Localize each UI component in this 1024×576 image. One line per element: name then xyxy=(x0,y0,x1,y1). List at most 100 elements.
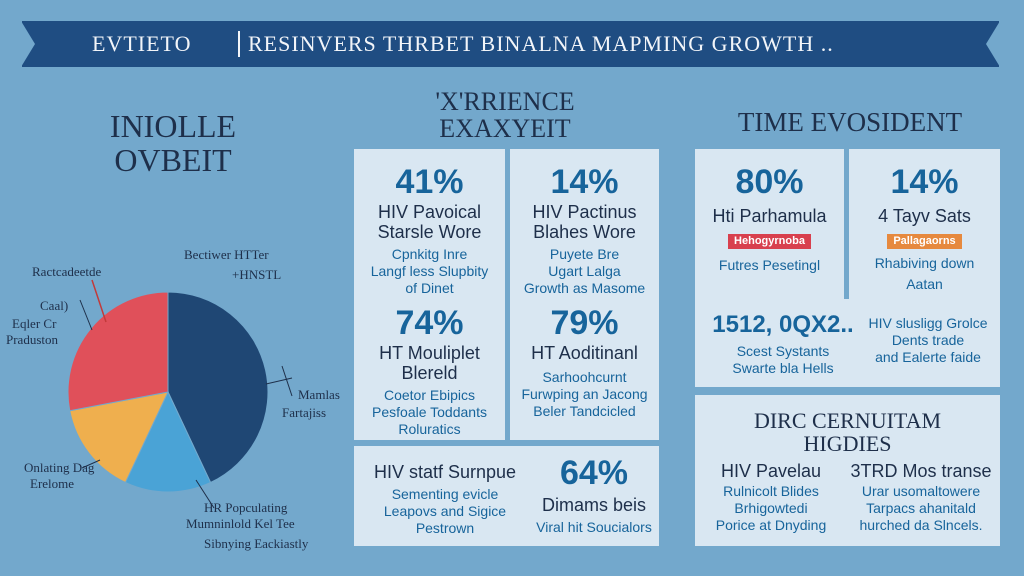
stat-card-1-desc-a: Cpnkitg Inre xyxy=(391,246,468,262)
stat-card-1: 41% HIV Pavoical Starsle Wore Cpnkitg In… xyxy=(354,149,505,296)
stat-card-3: 74% HT Mouliplet Blereld Coetor Ebipics … xyxy=(354,296,505,440)
stat-card-3-value: 74% xyxy=(395,304,464,342)
stat-card-4-desc-b: Furwping an Jacong xyxy=(521,386,648,402)
stat-card-3-desc-b: Pesfoale Toddants xyxy=(372,404,487,420)
stat-card-2-desc-b: Ugart Lalga xyxy=(548,263,621,279)
bottom-card-stat-title: Dimams beis xyxy=(541,495,647,515)
mid-heading: 'X'RRIENCE EXAXYEIT xyxy=(380,88,630,143)
bottom-right-col-2: 3TRD Mos transe Urar usomaltowere Tarpac… xyxy=(845,461,997,534)
bottom-right-col-2-b: Tarpacs ahanitald xyxy=(866,500,976,516)
pie-label-bottom-left-b: Erelome xyxy=(30,476,75,491)
bottom-card-title: HIV statf Surnpue xyxy=(373,462,517,482)
stat-card-2-value: 14% xyxy=(550,163,619,201)
left-heading-line-1: INIOLLE xyxy=(109,108,237,144)
bottom-right-col-1: HIV Pavelau Rulnicolt Blides Brhigowtedi… xyxy=(701,461,841,534)
bottom-right-col-1-a: Rulnicolt Blides xyxy=(723,483,819,499)
banner-title-left: EVTIETO xyxy=(92,31,192,56)
right-card-2: 14% 4 Tayv Sats Pallagaorns Rhabiving do… xyxy=(849,149,1000,299)
right-card-1-value: 80% xyxy=(735,163,804,201)
bottom-card-desc-b: Leapovs and Sigice xyxy=(383,503,507,519)
bottom-right-heading-line-1: DIRC CERNUITAM xyxy=(753,408,942,433)
leader-line-top-left xyxy=(91,279,107,323)
stat-card-4-desc-c: Beler Tandcicled xyxy=(533,403,636,419)
title-banner: EVTIETO RESINVERS THRBET BINALNA MAPMING… xyxy=(21,21,1000,67)
stat-card-4: 79% HT Aoditinanl Sarhoohcurnt Furwping … xyxy=(510,296,659,440)
pie-chart xyxy=(67,291,269,493)
pie-label-top-mid-a: Bectiwer HTTer xyxy=(184,247,269,262)
bottom-card-right: 64% Dimams beis Viral hit Soucialors xyxy=(534,454,654,536)
stat-card-2-desc-c: Growth as Masome xyxy=(523,280,646,296)
pie-label-left-a: Caal) xyxy=(40,298,69,313)
stat-card-4-desc-a: Sarhoohcurnt xyxy=(542,369,627,385)
stat-card-3-title-a: HT Mouliplet xyxy=(379,343,480,363)
pie-label-top-mid-b: +HNSTL xyxy=(232,267,282,282)
pie-label-top-left: Ractcadeetde xyxy=(32,264,102,279)
leader-line-left xyxy=(79,299,93,331)
stat-card-2-title-b: Blahes Wore xyxy=(533,222,636,242)
pie-leader-lines xyxy=(79,279,293,509)
stat-card-1-title-a: HIV Pavoical xyxy=(377,202,482,222)
right-card-2-value: 14% xyxy=(890,163,959,201)
leader-line-bottom xyxy=(195,479,215,509)
mid-heading-line-2: EXAXYEIT xyxy=(439,114,571,144)
right-card-1-desc: Futres Pesetingl xyxy=(718,257,821,273)
pie-slice-1 xyxy=(167,291,269,484)
pie-label-left-c: Praduston xyxy=(6,332,58,347)
left-heading-line-2: OVBEIT xyxy=(114,141,232,178)
stat-card-2-title-a: HIV Pactinus xyxy=(532,202,637,222)
leader-line-bottom-left xyxy=(81,459,101,469)
leader-line-right xyxy=(265,377,293,385)
bottom-card-stat: 64% xyxy=(559,454,629,492)
stat-card-4-value: 79% xyxy=(550,304,619,342)
banner-title-right: RESINVERS THRBET BINALNA MAPMING GROWTH … xyxy=(248,31,834,56)
right-card-1: 80% Hti Parhamula Hehogyrnoba Futres Pes… xyxy=(695,149,844,299)
bottom-right-card: DIRC CERNUITAM HIGDIES HIV Pavelau Rulni… xyxy=(695,395,1000,546)
right-card-2-desc-b: Aatan xyxy=(906,276,943,292)
stat-card-2: 14% HIV Pactinus Blahes Wore Puyete Bre … xyxy=(510,149,659,296)
right-card-1-title: Hti Parhamula xyxy=(712,206,827,226)
pie-label-bottom-a: HR Popculating xyxy=(204,500,288,515)
pie-label-right-b: Fartajiss xyxy=(282,405,327,420)
pie-label-right-a: Mamlas xyxy=(298,387,340,402)
bottom-card-left: HIV statf Surnpue Sementing evicle Leapo… xyxy=(360,462,530,537)
bottom-card-desc-a: Sementing evicle xyxy=(391,486,499,502)
stat-card-3-desc-a: Coetor Ebipics xyxy=(383,387,476,403)
right-card-2-desc-a: Rhabiving down xyxy=(874,255,975,271)
pie-slice-2 xyxy=(124,390,212,493)
banner-divider xyxy=(238,31,240,57)
right-wide-card: 1512, 0QX2.. Scest Systants Swarte bla H… xyxy=(695,299,1000,387)
bottom-right-col-2-c: hurched da Slncels. xyxy=(859,517,983,533)
leader-line-right-2 xyxy=(281,365,293,397)
right-wide-left: 1512, 0QX2.. Scest Systants Swarte bla H… xyxy=(703,311,863,377)
right-wide-desc-b: Swarte bla Hells xyxy=(732,360,834,376)
bottom-right-col-1-c: Porice at Dnyding xyxy=(715,517,827,533)
stat-card-2-desc-a: Puyete Bre xyxy=(549,246,620,262)
bottom-right-col-1-b: Brhigowtedi xyxy=(734,500,808,516)
stat-card-3-desc-c: Roluratics xyxy=(398,421,461,437)
stat-card-1-value: 41% xyxy=(395,163,464,201)
mid-heading-line-1: 'X'RRIENCE xyxy=(435,87,575,116)
stat-card-1-desc-b: Langf less Slupbity xyxy=(370,263,489,279)
left-heading: INIOLLE OVBEIT xyxy=(88,108,258,178)
stat-card-1-desc-c: of Dinet xyxy=(405,280,454,296)
bottom-right-heading-line-2: HIGDIES xyxy=(803,431,892,457)
right-wide-side-c: and Ealerte faide xyxy=(875,349,981,365)
right-card-2-tag: Pallagaorns xyxy=(887,234,962,249)
stat-card-1-title-b: Starsle Wore xyxy=(377,222,482,242)
bottom-right-heading: DIRC CERNUITAM HIGDIES xyxy=(695,409,1000,455)
right-card-2-title: 4 Tayv Sats xyxy=(878,206,971,226)
bottom-right-col-1-title: HIV Pavelau xyxy=(720,461,822,481)
right-wide-side-b: Dents trade xyxy=(891,332,965,348)
stat-card-3-title-b: Blereld xyxy=(401,363,458,383)
right-wide-right: HIV slusligg Grolce Dents trade and Eale… xyxy=(861,315,995,366)
pie-label-bottom-b: Mumninlold Kel Tee xyxy=(186,516,295,531)
bottom-card-stat-desc: Viral hit Soucialors xyxy=(536,519,652,535)
right-card-1-tag: Hehogyrnoba xyxy=(728,234,811,249)
pie-label-left-b: Eqler Cr xyxy=(12,316,57,331)
bottom-card-desc-c: Pestrown xyxy=(415,520,475,536)
right-heading: TIME EVOSIDENT xyxy=(737,107,963,137)
bottom-stat-card: HIV statf Surnpue Sementing evicle Leapo… xyxy=(354,446,659,546)
right-wide-desc-a: Scest Systants xyxy=(736,343,830,359)
right-wide-side-a: HIV slusligg Grolce xyxy=(868,315,988,331)
pie-label-bottom-left-a: Onlating Dag xyxy=(24,460,95,475)
